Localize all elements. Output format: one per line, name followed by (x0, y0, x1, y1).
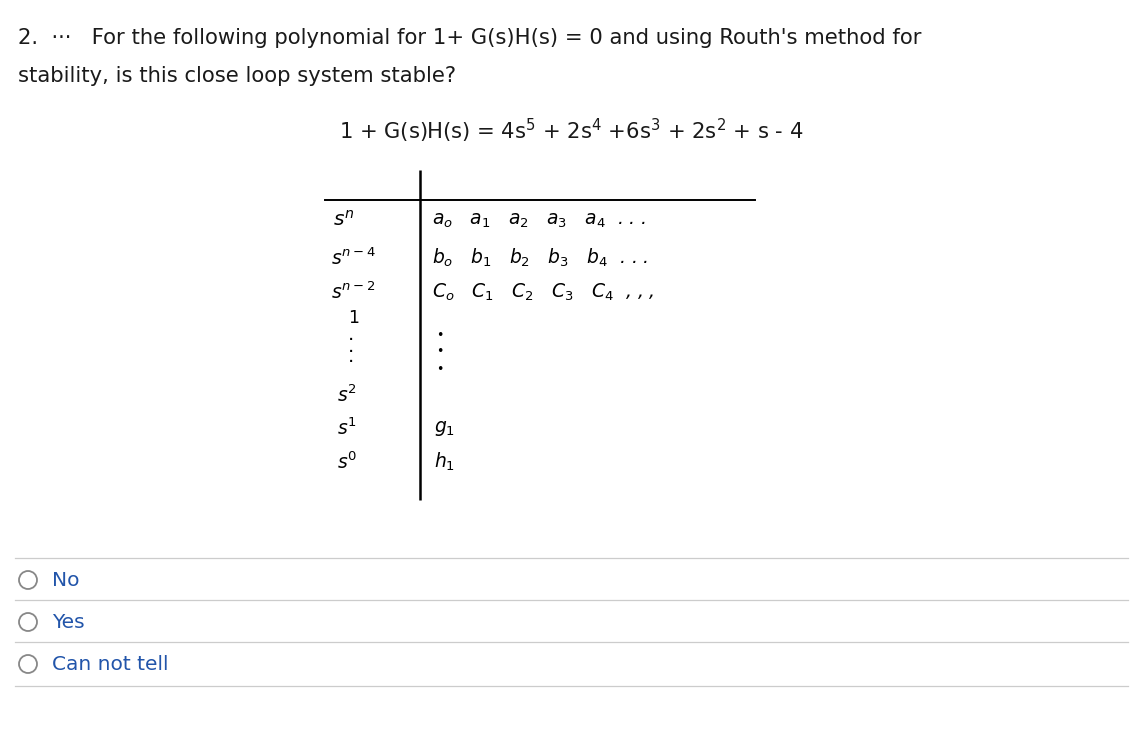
Text: .: . (347, 326, 354, 345)
Text: No: No (51, 570, 80, 589)
Text: Yes: Yes (51, 613, 85, 632)
Text: $b_o$   $b_1$   $b_2$   $b_3$   $b_4$  . . .: $b_o$ $b_1$ $b_2$ $b_3$ $b_4$ . . . (432, 247, 648, 269)
Text: $g_1$: $g_1$ (434, 419, 455, 438)
Text: $s^1$: $s^1$ (337, 417, 357, 438)
Text: .: . (347, 337, 354, 356)
Text: $h_1$: $h_1$ (434, 451, 455, 473)
Text: stability, is this close loop system stable?: stability, is this close loop system sta… (18, 66, 456, 86)
Text: $s^n$: $s^n$ (333, 210, 354, 230)
Text: $s^2$: $s^2$ (337, 384, 357, 406)
Text: •: • (437, 362, 443, 376)
Text: •: • (437, 346, 443, 359)
Text: •: • (437, 329, 443, 342)
Text: 1 + G(s)H(s) = 4s$^5$ + 2s$^4$ +6s$^3$ + 2s$^2$ + s - 4: 1 + G(s)H(s) = 4s$^5$ + 2s$^4$ +6s$^3$ +… (338, 117, 804, 145)
Text: Can not tell: Can not tell (51, 654, 168, 673)
Text: 2.  ···   For the following polynomial for 1+ G(s)H(s) = 0 and using Routh's met: 2. ··· For the following polynomial for … (18, 28, 921, 48)
Text: $s^{n-2}$: $s^{n-2}$ (331, 281, 375, 303)
Text: $C_o$   $C_1$   $C_2$   $C_3$   $C_4$  , , ,: $C_o$ $C_1$ $C_2$ $C_3$ $C_4$ , , , (432, 281, 655, 302)
Text: .: . (347, 348, 354, 367)
Text: 1: 1 (347, 309, 359, 327)
Text: $a_o$   $a_1$   $a_2$   $a_3$   $a_4$  . . .: $a_o$ $a_1$ $a_2$ $a_3$ $a_4$ . . . (432, 211, 647, 230)
Text: $s^0$: $s^0$ (337, 451, 357, 473)
Text: $s^{n-4}$: $s^{n-4}$ (331, 247, 376, 269)
